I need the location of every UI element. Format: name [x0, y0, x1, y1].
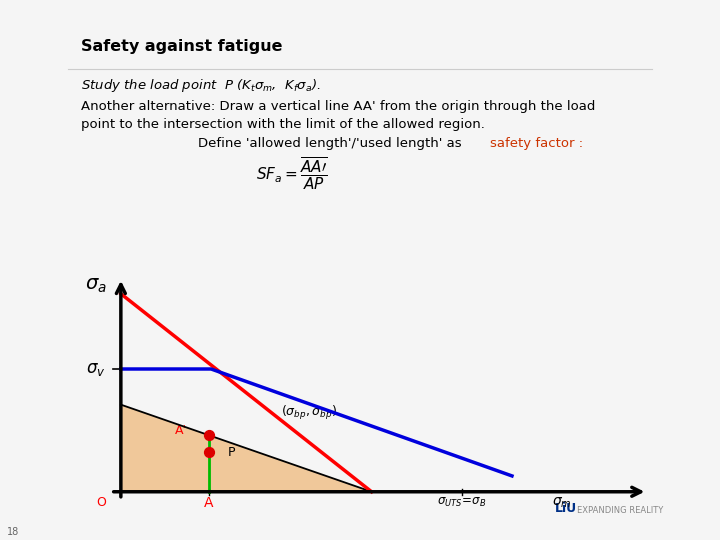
Text: Safety against fatigue: Safety against fatigue: [81, 39, 283, 54]
Text: $(\sigma_{bp}, \sigma_{bp})$: $(\sigma_{bp}, \sigma_{bp})$: [282, 403, 337, 422]
Polygon shape: [121, 404, 372, 492]
Text: Study the load point  P ($K_t\sigma_m$,  $K_f\sigma_a$).: Study the load point P ($K_t\sigma_m$, $…: [81, 77, 321, 94]
Text: A': A': [175, 424, 187, 437]
Text: safety factor :: safety factor :: [490, 137, 582, 150]
Text: A: A: [204, 496, 213, 510]
Text: Define 'allowed length'/'used length' as: Define 'allowed length'/'used length' as: [198, 137, 466, 150]
Text: $\sigma_{UTS}\!=\!\sigma_B$: $\sigma_{UTS}\!=\!\sigma_B$: [437, 496, 487, 509]
Text: Another alternative: Draw a vertical line AA' from the origin through the load
p: Another alternative: Draw a vertical lin…: [81, 100, 595, 131]
Text: EXPANDING REALITY: EXPANDING REALITY: [577, 505, 663, 515]
Text: 18: 18: [7, 527, 19, 537]
Text: $SF_a = \dfrac{\overline{AA\prime}}{AP}$: $SF_a = \dfrac{\overline{AA\prime}}{AP}$: [256, 156, 328, 192]
Text: O: O: [96, 496, 106, 509]
Text: $\sigma_m$: $\sigma_m$: [552, 496, 572, 510]
Point: [203, 431, 215, 440]
Text: $\sigma_v$: $\sigma_v$: [86, 360, 106, 378]
Point: [203, 448, 215, 456]
Text: LiU: LiU: [554, 502, 577, 515]
Text: $\sigma_a$: $\sigma_a$: [85, 276, 107, 295]
Text: P: P: [228, 446, 235, 458]
